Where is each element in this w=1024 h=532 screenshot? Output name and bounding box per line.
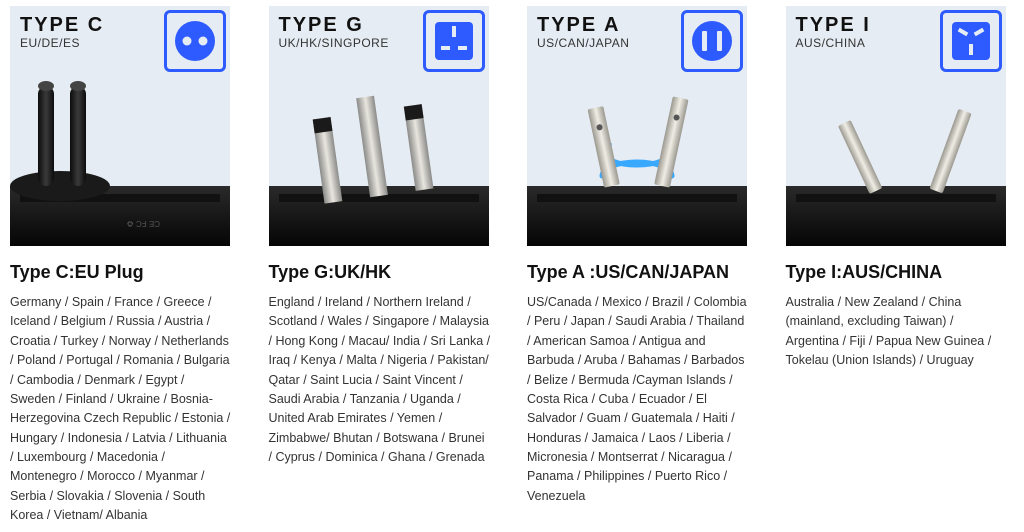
col-type-c: TYPE C EU/DE/ES: [10, 6, 239, 526]
card-title: TYPE A: [537, 14, 621, 37]
heading-type-g: Type G:UK/HK: [269, 262, 498, 283]
countries-type-i: Australia / New Zealand / China (mainlan…: [786, 293, 1015, 371]
countries-type-c: Germany / Spain / France / Greece / Icel…: [10, 293, 239, 526]
card-title: TYPE I: [796, 14, 871, 37]
card-type-a: TYPE A US/CAN/JAPAN: [527, 6, 747, 246]
card-type-i: TYPE I AUS/CHINA: [786, 6, 1006, 246]
card-subtitle: EU/DE/ES: [20, 36, 80, 50]
heading-type-a: Type A :US/CAN/JAPAN: [527, 262, 756, 283]
plug-type-c-icon: [164, 10, 226, 72]
col-type-a: TYPE A US/CAN/JAPAN: [527, 6, 756, 526]
plug-type-grid: TYPE C EU/DE/ES: [10, 6, 1014, 526]
heading-type-i: Type I:AUS/CHINA: [786, 262, 1015, 283]
card-title: TYPE C: [20, 14, 104, 37]
card-type-c: TYPE C EU/DE/ES: [10, 6, 230, 246]
card-subtitle: US/CAN/JAPAN: [537, 36, 629, 50]
col-type-i: TYPE I AUS/CHINA: [786, 6, 1015, 526]
plug-type-a-icon: [681, 10, 743, 72]
countries-type-g: England / Ireland / Northern Ireland / S…: [269, 293, 498, 467]
col-type-g: TYPE G UK/HK/SINGPORE: [269, 6, 498, 526]
card-subtitle: AUS/CHINA: [796, 36, 866, 50]
plug-render-c: CE FC ♻: [10, 76, 230, 246]
card-subtitle: UK/HK/SINGPORE: [279, 36, 389, 50]
plug-type-i-icon: [940, 10, 1002, 72]
card-type-g: TYPE G UK/HK/SINGPORE: [269, 6, 489, 246]
countries-type-a: US/Canada / Mexico / Brazil / Colombia /…: [527, 293, 756, 506]
plug-render-g: [269, 76, 489, 246]
plug-render-i: [786, 76, 1006, 246]
card-title: TYPE G: [279, 14, 364, 37]
svg-text:CE FC ♻: CE FC ♻: [127, 219, 160, 228]
plug-render-a: [527, 76, 747, 246]
plug-type-g-icon: [423, 10, 485, 72]
heading-type-c: Type C:EU Plug: [10, 262, 239, 283]
